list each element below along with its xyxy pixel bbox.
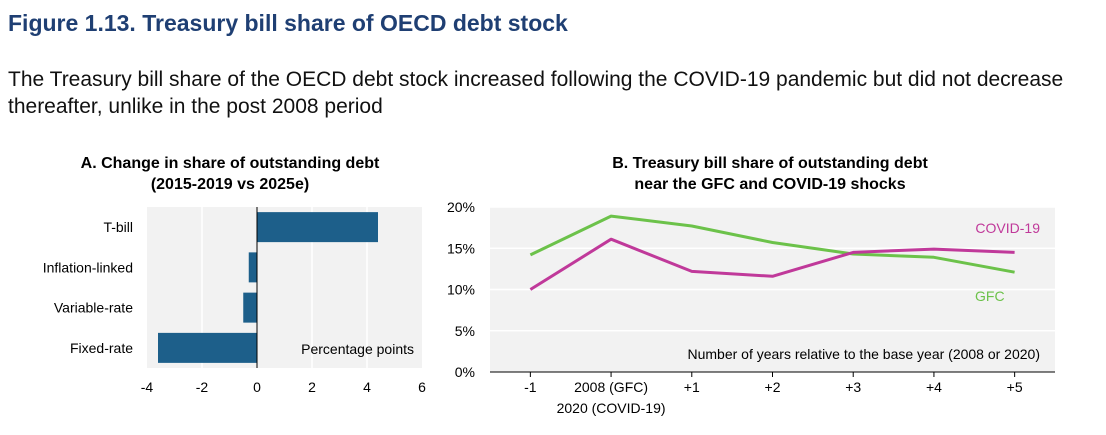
panel-b-title-line2: near the GFC and COVID-19 shocks [634,176,906,193]
panel-a-x-tick-label: 4 [363,379,371,395]
panel-a-title-line2: (2015-2019 vs 2025e) [150,176,310,193]
panel-b-title-line1: B. Treasury bill share of outstanding de… [612,155,928,172]
panel-b-x-tick-label-line2: 2020 (COVID-19) [557,400,666,416]
panel-b-x-axis-label: Number of years relative to the base yea… [687,346,1040,362]
bar-inflation-linked [248,252,257,283]
bar-fixed-rate [158,332,257,363]
panel-b-y-tick-label: 0% [455,364,475,380]
series-line-gfc [529,214,1015,274]
panel-a-x-tick-label: -4 [141,379,154,395]
category-label: Variable-rate [54,300,133,316]
panel-b-x-tick-label: 2008 (GFC) [574,379,648,395]
panel-a-annotation: Percentage points [301,341,414,357]
panel-b-y-tick-label: 10% [447,282,475,298]
series-label-gfc: GFC [975,288,1005,304]
panel-b-x-tick-label: +1 [684,379,700,395]
panel-b-y-tick-label: 5% [455,323,475,339]
panel-b-x-tick-label: +5 [1007,379,1023,395]
panel-a-x-tick-label: 0 [253,379,261,395]
panel-a-title-line1: A. Change in share of outstanding debt [80,155,380,172]
figure-subtitle: The Treasury bill share of the OECD debt… [8,68,1064,118]
series-label-covid-19: COVID-19 [975,220,1040,236]
panel-a-x-tick-label: -2 [196,379,209,395]
panel-b-y-tick-label: 15% [447,240,475,256]
panel-a-x-tick-label: 6 [418,379,426,395]
panel-b-title: B. Treasury bill share of outstanding de… [520,153,1020,195]
figure-title: Figure 1.13. Treasury bill share of OECD… [8,10,568,36]
panel-b-x-tick-label: +4 [926,379,942,395]
panel-a-title: A. Change in share of outstanding debt (… [40,153,420,195]
panel-a-x-tick-label: 2 [308,379,316,395]
bar-t-bill [257,212,378,243]
panel-b-x-tick-label: +3 [845,379,861,395]
panel-b-x-tick-label: +2 [765,379,781,395]
series-line-covid-19 [529,237,1015,291]
bar-variable-rate [243,292,257,323]
panel-b-x-tick-label: -1 [524,379,537,395]
category-label: Inflation-linked [43,259,133,275]
category-label: Fixed-rate [70,340,133,356]
panel-b-y-tick-label: 20% [447,199,475,215]
category-label: T-bill [103,219,133,235]
